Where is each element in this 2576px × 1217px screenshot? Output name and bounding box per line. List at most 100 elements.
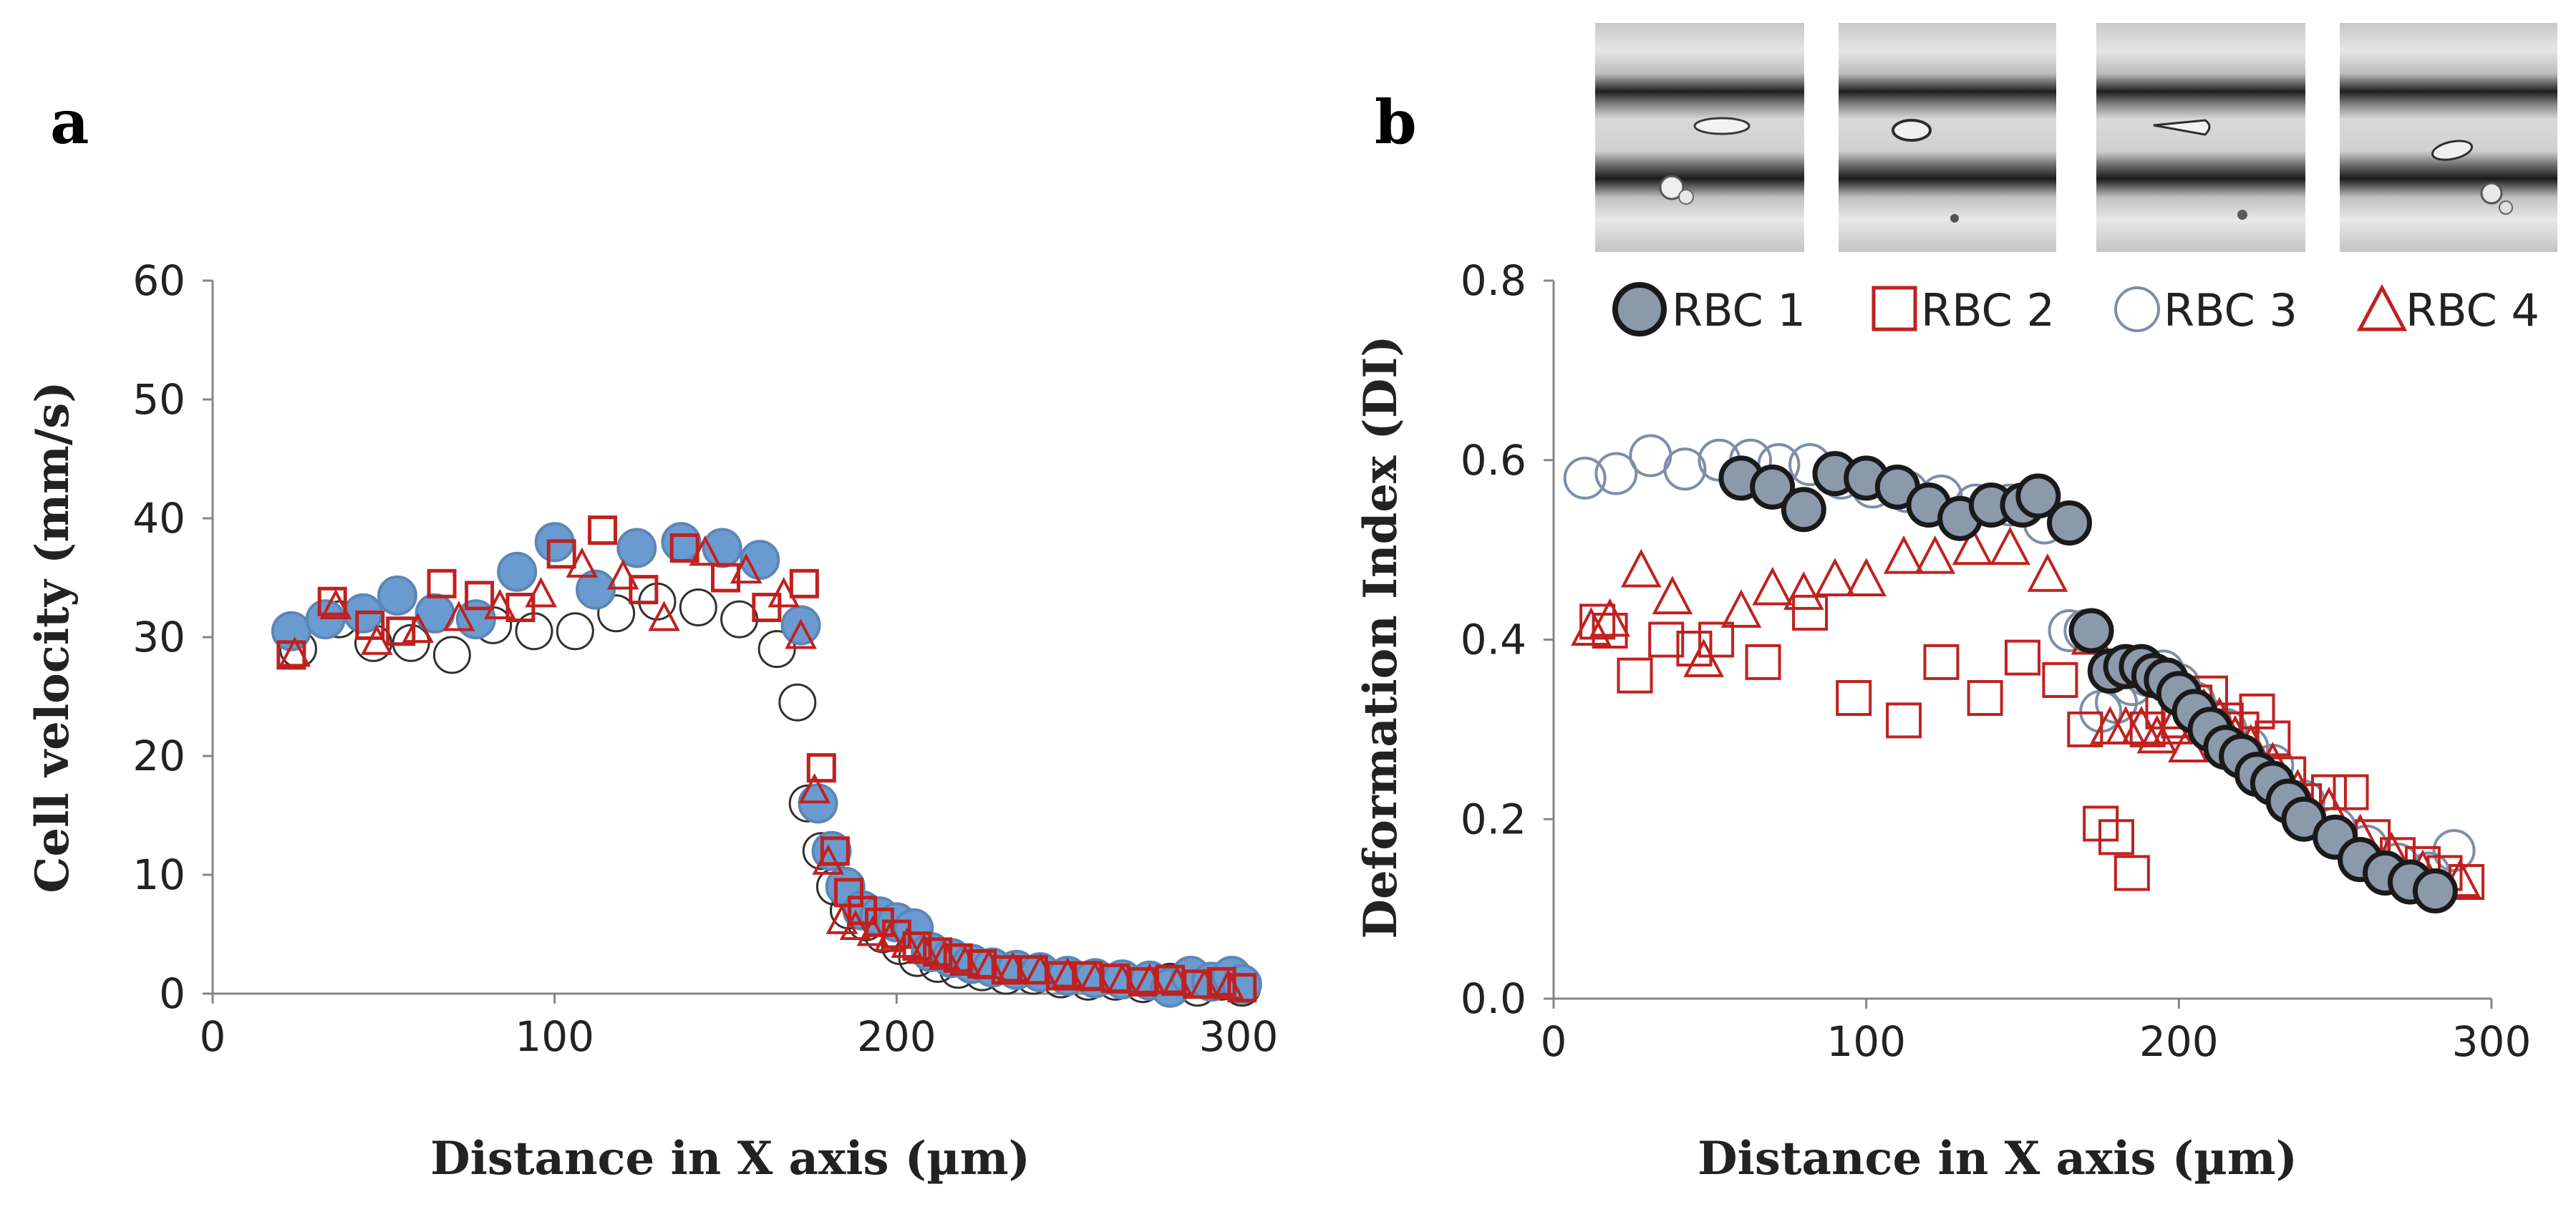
chart-a-point-rbc2	[317, 586, 347, 616]
chart-b-point-rbc3	[1594, 452, 1638, 495]
chart-a-series-rbc2	[276, 515, 1257, 1003]
micrograph-2	[1839, 23, 2056, 252]
chart-b-point-rbc2	[2042, 661, 2078, 698]
chart-a-point-rbc2	[465, 581, 495, 611]
chart-a-point-rbc2	[546, 539, 576, 569]
legend-item-rbc1: RBC 1	[1612, 282, 1806, 336]
chart-b-point-rbc4	[2121, 706, 2162, 745]
chart-b-point-rbc2	[1886, 702, 1922, 739]
chart-b-ylabel: Deformation Index (DI)	[1354, 335, 1408, 939]
chart-b-xtick-label: 200	[2139, 1017, 2219, 1066]
chart-a-ytick-label: 10	[132, 850, 185, 899]
chart-a-point-rbc2	[711, 563, 740, 593]
micrograph-4	[2340, 23, 2557, 252]
chart-b-point-rbc2	[2113, 855, 2150, 891]
chart-b-point-rbc2	[1792, 594, 1829, 631]
micrograph-1	[1595, 23, 1804, 252]
chart-b-point-rbc1	[2068, 608, 2114, 654]
chart-b-point-rbc4	[1752, 566, 1793, 606]
chart-a-point-rbc1	[575, 569, 616, 610]
chart-a-point-rbc4	[402, 612, 434, 644]
chart-a-point-rbc1	[616, 528, 657, 568]
chart-a-point-rbc2	[967, 949, 997, 979]
chart-a-point-rbc3	[720, 600, 759, 639]
chart-a-point-rbc3	[432, 636, 471, 674]
chart-a-point-rbc1	[661, 522, 702, 563]
chart-b-point-rbc1	[1781, 487, 1826, 533]
chart-b-series-rbc1	[1718, 451, 2458, 914]
chart-b-point-rbc2	[1617, 657, 1653, 694]
chart-a-point-rbc4	[442, 601, 475, 631]
chart-a-xtick-label: 300	[1199, 1012, 1279, 1061]
chart-a-point-rbc2	[386, 616, 416, 646]
legend-label-rbc2: RBC 2	[1921, 284, 2055, 336]
panel-letter-a: a	[50, 87, 89, 157]
chart-b-point-rbc2	[2333, 774, 2369, 810]
chart-a-point-rbc2	[806, 753, 836, 783]
chart-b-point-rbc2	[1579, 603, 1616, 640]
chart-a-point-rbc2	[943, 943, 973, 973]
chart-a-point-rbc4	[279, 636, 311, 667]
panel-letter-b: b	[1375, 87, 1417, 157]
chart-b-point-rbc4	[2136, 714, 2178, 754]
legend-marker-rbc1	[1612, 282, 1667, 336]
chart-a-point-rbc2	[276, 640, 306, 670]
legend-label-rbc3: RBC 3	[2164, 284, 2297, 336]
chart-b-point-rbc2	[1836, 679, 1872, 716]
chart-a-xtick-label: 0	[200, 1012, 226, 1061]
legend-label-rbc4: RBC 4	[2406, 284, 2539, 336]
chart-a-point-rbc1	[780, 605, 821, 646]
chart-b-point-rbc1	[2015, 473, 2061, 519]
chart-a-point-rbc2	[1227, 973, 1257, 1003]
chart-a-point-rbc3	[757, 630, 796, 669]
chart-b-point-rbc4	[1571, 607, 1612, 646]
chart-a-point-rbc2	[1206, 966, 1236, 997]
chart-a-ytick-label: 0	[159, 969, 185, 1018]
chart-a-xlabel: Distance in X axis (µm)	[430, 1132, 1030, 1186]
chart-b-point-rbc3	[1663, 447, 1707, 491]
chart-a-point-rbc1	[377, 575, 417, 616]
chart-b-legend: RBC 1 RBC 2 RBC 3 RBC 4	[1612, 282, 2539, 336]
chart-b-point-rbc4	[1652, 576, 1693, 615]
chart-b-point-rbc2	[2067, 711, 2103, 747]
chart-b-point-rbc4	[1846, 558, 1887, 597]
chart-a-point-rbc4	[785, 619, 817, 649]
chart-b-point-rbc2	[1698, 621, 1735, 658]
legend-marker-rbc4	[2356, 283, 2408, 331]
chart-a-xtick-label: 100	[515, 1012, 594, 1061]
chart-b-point-rbc2	[1745, 644, 1781, 680]
chart-a-point-rbc4	[648, 601, 680, 631]
chart-a-point-rbc4	[360, 624, 393, 655]
chart-b-xtick-label: 100	[1826, 1017, 1906, 1066]
chart-b-point-rbc4	[1883, 535, 1924, 574]
micrograph-strip	[1595, 23, 2557, 252]
chart-a-point-rbc1	[455, 599, 496, 640]
chart-b-ytick-label: 0.0	[1461, 974, 1526, 1023]
chart-b-point-rbc1	[2412, 868, 2458, 914]
chart-a-series-rbc3	[279, 582, 1262, 1007]
chart-a-point-rbc2	[1183, 969, 1213, 999]
chart-a-ytick-label: 50	[132, 375, 185, 424]
chart-b-point-rbc4	[1814, 558, 1856, 597]
chart-a-point-rbc2	[629, 575, 659, 605]
chart-b-point-rbc2	[1648, 621, 1685, 658]
chart-b-point-rbc4	[1620, 548, 1662, 588]
chart-a-point-rbc1	[740, 540, 780, 581]
legend-marker-rbc2	[1872, 286, 1917, 331]
chart-a-xtick-label: 200	[857, 1012, 936, 1061]
chart-a-ytick-label: 60	[132, 256, 185, 305]
chart-a-ylabel: Cell velocity (mm/s)	[26, 381, 79, 893]
chart-b-xtick-label: 0	[1541, 1017, 1567, 1066]
chart-a-point-rbc3	[679, 588, 717, 626]
chart-b-xtick-label: 300	[2452, 1017, 2532, 1066]
chart-b-point-rbc4	[1783, 571, 1824, 610]
chart-b-point-rbc4	[1990, 526, 2030, 566]
chart-a-point-rbc1	[798, 783, 838, 824]
chart-a-point-rbc3	[778, 683, 817, 722]
chart-b-point-rbc2	[1592, 612, 1628, 649]
legend-label-rbc1: RBC 1	[1672, 284, 1806, 336]
chart-a-point-rbc4	[798, 772, 831, 804]
chart-a-ytick-label: 40	[132, 494, 185, 543]
chart-b-point-rbc1	[1750, 464, 1796, 510]
